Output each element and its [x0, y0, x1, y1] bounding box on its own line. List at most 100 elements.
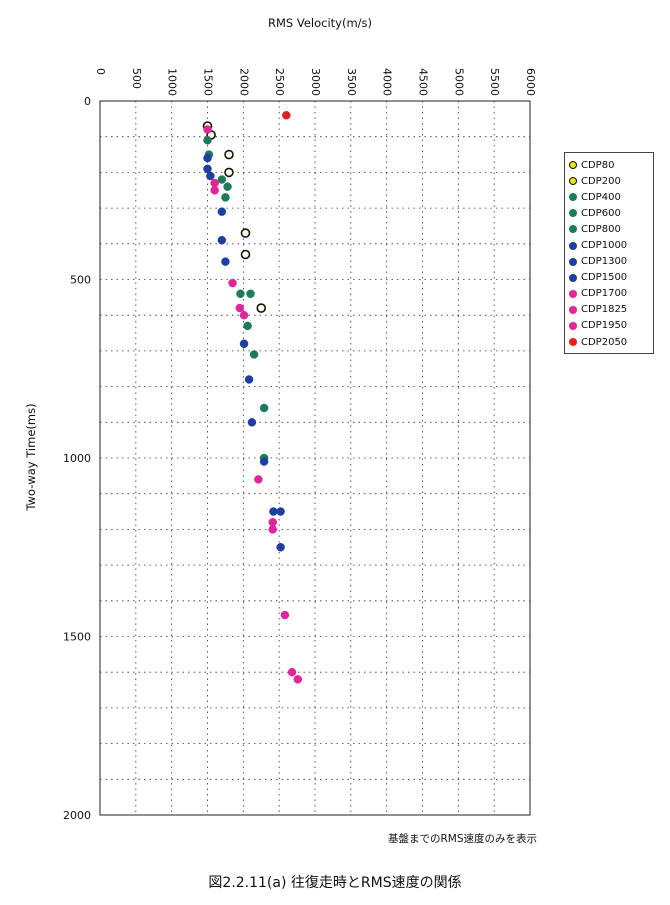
x-tick-label: 500: [130, 68, 143, 89]
x-tick-label: 5000: [452, 68, 465, 96]
legend-label: CDP400: [581, 191, 621, 203]
data-point: [223, 182, 232, 191]
data-point: [203, 153, 212, 163]
x-tick-label: 4500: [417, 68, 430, 96]
legend-label: CDP2050: [581, 336, 628, 348]
legend-item: CDP2050: [565, 334, 653, 350]
data-point: [276, 543, 285, 552]
data-point: [217, 235, 227, 245]
legend-item: CDP1825: [565, 302, 653, 318]
data-point: [247, 418, 257, 427]
data-point: [268, 518, 277, 527]
data-point: [269, 507, 278, 516]
data-point: [256, 303, 267, 313]
legend-marker: [569, 161, 577, 170]
x-tick-label: 3500: [345, 68, 358, 96]
figure-caption: 図2.2.11(a) 往復走時とRMS速度の関係: [208, 875, 462, 891]
y-tick-label: 500: [70, 274, 91, 287]
legend-label: CDP200: [581, 175, 621, 187]
legend-marker: [569, 289, 577, 298]
data-point: [240, 228, 251, 238]
y-axis-title: Two-way Time(ms): [24, 403, 38, 511]
legend-item: CDP1300: [565, 254, 653, 270]
data-point: [210, 186, 219, 195]
data-point: [224, 167, 234, 178]
x-tick-label: 5500: [488, 68, 501, 96]
data-point: [221, 193, 230, 202]
data-point: [217, 207, 227, 216]
legend-label: CDP600: [581, 207, 621, 219]
x-tick-label: 0: [94, 68, 107, 75]
legend-marker: [569, 305, 577, 314]
data-point: [246, 289, 255, 299]
x-tick-label: 2000: [237, 68, 250, 96]
data-point: [254, 475, 263, 484]
y-tick-label: 2000: [63, 809, 91, 822]
data-point: [259, 457, 269, 466]
legend-label: CDP1300: [581, 256, 628, 268]
data-point: [239, 310, 249, 320]
x-axis-title: RMS Velocity(m/s): [267, 16, 373, 30]
y-tick-label: 0: [84, 95, 91, 108]
legend-label: CDP1700: [581, 288, 628, 300]
legend-label: CDP1825: [581, 304, 628, 316]
legend-marker: [569, 209, 577, 218]
data-point: [235, 303, 244, 313]
data-point: [203, 125, 212, 134]
legend-label: CDP1500: [581, 272, 628, 284]
x-tick-label: 4000: [381, 68, 394, 96]
data-point: [282, 111, 291, 120]
data-point: [210, 178, 219, 188]
data-point: [206, 171, 215, 181]
data-point: [287, 667, 297, 677]
legend-label: CDP80: [581, 159, 615, 171]
data-point: [249, 350, 259, 359]
data-point: [203, 136, 212, 145]
legend-item: CDP800: [565, 221, 653, 237]
x-tick-label: 2500: [273, 68, 286, 96]
legend-item: CDP200: [565, 173, 653, 189]
data-point: [293, 675, 303, 684]
data-point: [244, 375, 254, 384]
legend-item: CDP1500: [565, 270, 653, 286]
data-point: [268, 525, 277, 534]
legend-marker: [569, 273, 577, 282]
y-tick-label: 1500: [63, 631, 91, 644]
legend-item: CDP400: [565, 189, 653, 205]
legend: CDP80 CDP200 CDP400 CDP600 CDP800 CDP1000 CDP1…: [564, 152, 654, 355]
data-point: [236, 289, 245, 299]
x-tick-label: 1000: [166, 68, 179, 96]
data-point: [276, 507, 285, 516]
legend-label: CDP800: [581, 223, 621, 235]
data-point: [221, 257, 230, 266]
data-point: [224, 149, 234, 160]
data-point: [203, 164, 212, 174]
data-point: [243, 321, 252, 331]
data-point: [280, 610, 290, 620]
y-tick-label: 1000: [63, 452, 91, 465]
legend-item: CDP1000: [565, 237, 653, 253]
legend-marker: [569, 225, 577, 234]
legend-label: CDP1000: [581, 240, 628, 252]
x-tick-label: 1500: [202, 68, 215, 96]
legend-marker: [569, 193, 577, 202]
data-point: [259, 403, 269, 413]
chart-note: 基盤までのRMS速度のみを表示: [388, 833, 538, 845]
x-tick-label: 6000: [524, 68, 537, 96]
legend-marker: [569, 241, 577, 250]
x-tick-label: 3000: [309, 68, 322, 96]
legend-item: CDP80: [565, 157, 653, 173]
legend-marker: [569, 321, 577, 330]
legend-marker: [569, 338, 577, 347]
legend-item: CDP600: [565, 205, 653, 221]
legend-marker: [569, 177, 577, 186]
data-point: [239, 339, 249, 349]
legend-marker: [569, 257, 577, 266]
data-point: [217, 175, 227, 184]
data-point: [228, 278, 237, 288]
data-point: [240, 249, 251, 260]
legend-item: CDP1950: [565, 318, 653, 334]
legend-label: CDP1950: [581, 320, 628, 332]
legend-item: CDP1700: [565, 286, 653, 302]
